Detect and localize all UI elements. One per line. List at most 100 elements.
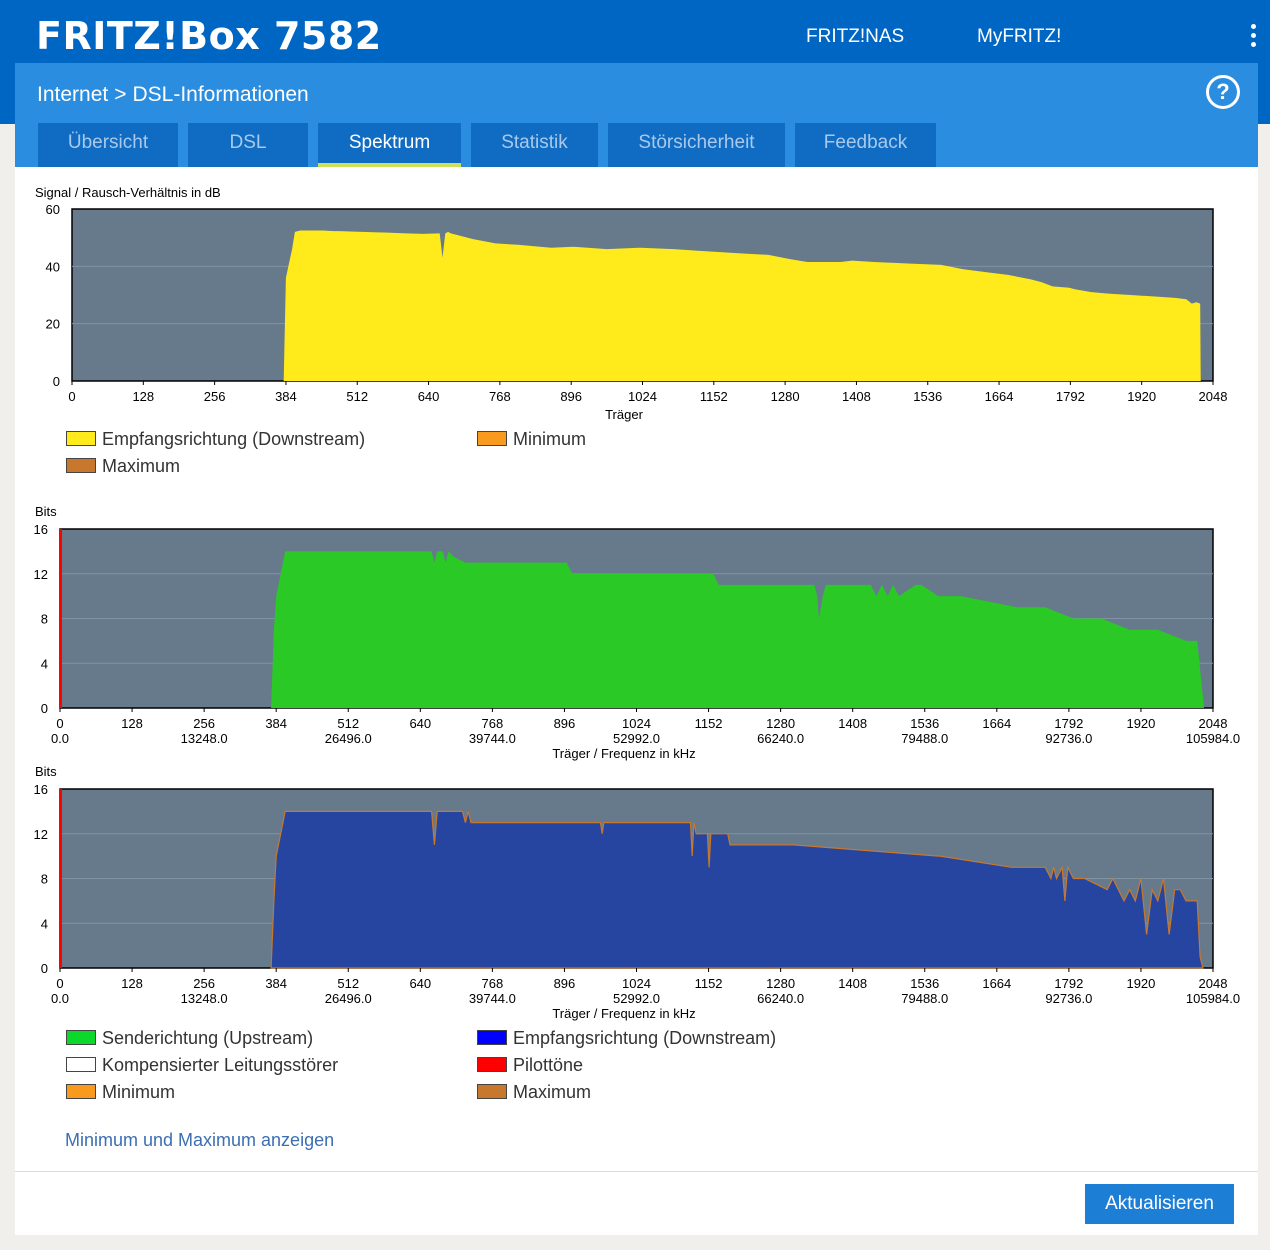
x-tick-label: 1920 xyxy=(1127,389,1156,404)
x-tick-label: 768 xyxy=(482,976,504,991)
freq-tick-label: 26496.0 xyxy=(325,991,372,1006)
x-tick-label: 768 xyxy=(489,389,511,404)
legend-label: Maximum xyxy=(102,456,181,476)
breadcrumb-current: DSL-Informationen xyxy=(132,83,309,106)
y-tick-label: 16 xyxy=(34,522,48,537)
breadcrumb-internet[interactable]: Internet xyxy=(37,83,109,106)
x-tick-label: 384 xyxy=(265,716,287,731)
x-tick-label: 1792 xyxy=(1054,716,1083,731)
more-menu-icon[interactable] xyxy=(1246,24,1260,50)
x-tick-label: 896 xyxy=(560,389,582,404)
x-tick-label: 1024 xyxy=(622,976,651,991)
x-tick-label: 1664 xyxy=(982,976,1011,991)
legend-compensated: Kompensierter Leitungsstörer xyxy=(66,1055,338,1075)
freq-tick-label: 13248.0 xyxy=(181,731,228,746)
y-tick-label: 20 xyxy=(46,317,60,332)
y-tick-label: 12 xyxy=(34,827,48,842)
legend-swatch xyxy=(66,1084,96,1099)
help-icon[interactable]: ? xyxy=(1206,75,1240,109)
y-tick-label: 0 xyxy=(41,701,48,716)
x-tick-label: 768 xyxy=(482,716,504,731)
chart-bits-upstream-xlabel: Träger / Frequenz in kHz xyxy=(552,746,695,761)
x-tick-label: 1664 xyxy=(982,716,1011,731)
x-tick-label: 256 xyxy=(204,389,226,404)
legend-swatch xyxy=(477,431,507,446)
legend-swatch xyxy=(477,1057,507,1072)
footer-divider xyxy=(15,1171,1258,1172)
tab-stoersicherheit[interactable]: Störsicherheit xyxy=(608,123,785,167)
x-tick-label: 896 xyxy=(554,716,576,731)
legend-label: Empfangsrichtung (Downstream) xyxy=(513,1028,777,1048)
freq-tick-label: 92736.0 xyxy=(1045,991,1092,1006)
y-tick-label: 8 xyxy=(41,872,48,887)
legend-label: Pilottöne xyxy=(513,1055,584,1075)
show-min-max-link[interactable]: Minimum und Maximum anzeigen xyxy=(65,1130,335,1150)
tab-dsl[interactable]: DSL xyxy=(188,123,308,167)
chart-snr-ylabel: Signal / Rausch-Verhältnis in dB xyxy=(35,185,221,200)
chart-bits-downstream-pilot-line xyxy=(59,789,62,968)
x-tick-label: 1280 xyxy=(766,976,795,991)
x-tick-label: 384 xyxy=(265,976,287,991)
freq-tick-label: 39744.0 xyxy=(469,991,516,1006)
tab-spektrum[interactable]: Spektrum xyxy=(318,123,461,167)
tab-uebersicht[interactable]: Übersicht xyxy=(38,123,178,167)
x-tick-label: 1280 xyxy=(771,389,800,404)
legend-swatch xyxy=(477,1084,507,1099)
y-tick-label: 4 xyxy=(41,656,48,671)
legend-label: Kompensierter Leitungsstörer xyxy=(102,1055,339,1075)
x-tick-label: 1152 xyxy=(695,716,723,731)
x-tick-label: 2048 xyxy=(1199,716,1228,731)
x-tick-label: 640 xyxy=(409,716,431,731)
x-tick-label: 1408 xyxy=(842,389,871,404)
freq-tick-label: 105984.0 xyxy=(1186,991,1240,1006)
legend-label: Empfangsrichtung (Downstream) xyxy=(102,429,366,449)
x-tick-label: 128 xyxy=(121,716,143,731)
x-tick-label: 2048 xyxy=(1199,389,1228,404)
x-tick-label: 640 xyxy=(409,976,431,991)
breadcrumb: Internet > DSL-Informationen xyxy=(37,83,309,107)
legend-swatch xyxy=(66,1030,96,1045)
freq-tick-label: 79488.0 xyxy=(901,991,948,1006)
y-tick-label: 0 xyxy=(41,961,48,976)
x-tick-label: 1536 xyxy=(910,716,939,731)
x-tick-label: 1024 xyxy=(622,716,651,731)
y-tick-label: 4 xyxy=(41,916,48,931)
legend-swatch xyxy=(66,458,96,473)
freq-tick-label: 0.0 xyxy=(51,731,69,746)
y-tick-label: 60 xyxy=(46,202,60,217)
x-tick-label: 1024 xyxy=(628,389,657,404)
x-tick-label: 512 xyxy=(337,976,359,991)
legend-maximum: Maximum xyxy=(477,1082,591,1102)
chevron-right-icon: > xyxy=(114,83,127,106)
y-tick-label: 40 xyxy=(46,259,60,274)
content-panel: Signal / Rausch-Verhältnis in dB 0 20 40 60… xyxy=(15,167,1258,1235)
legend-label: Senderichtung (Upstream) xyxy=(102,1028,314,1048)
legend-label: Maximum xyxy=(513,1082,592,1102)
brand-title: FRITZ!Box 7582 xyxy=(36,14,382,58)
freq-tick-label: 0.0 xyxy=(51,991,69,1006)
x-tick-label: 0 xyxy=(56,976,63,991)
x-tick-label: 128 xyxy=(132,389,154,404)
x-tick-label: 1792 xyxy=(1056,389,1085,404)
x-tick-label: 1920 xyxy=(1126,716,1155,731)
tab-feedback[interactable]: Feedback xyxy=(795,123,936,167)
x-tick-label: 384 xyxy=(275,389,297,404)
chart-bits-upstream-pilot-line xyxy=(59,529,62,708)
chart-bits-upstream-ylabel: Bits xyxy=(35,504,57,519)
refresh-button[interactable]: Aktualisieren xyxy=(1085,1184,1234,1224)
freq-tick-label: 13248.0 xyxy=(181,991,228,1006)
tab-statistik[interactable]: Statistik xyxy=(471,123,598,167)
legend-label: Minimum xyxy=(102,1082,176,1102)
chart-bits-downstream-area xyxy=(270,810,1204,969)
x-tick-label: 256 xyxy=(193,716,215,731)
legend-swatch xyxy=(477,1030,507,1045)
chart-bits-upstream: Bits 0 4 8 12 16 0 128 256 384 512 640 768 896 1024 11… xyxy=(34,504,1241,761)
chart-snr-xlabel: Träger xyxy=(605,407,643,422)
x-tick-label: 1152 xyxy=(695,976,723,991)
page-header: Internet > DSL-Informationen ? Übersicht D… xyxy=(15,63,1258,167)
freq-tick-label: 66240.0 xyxy=(757,731,804,746)
legend-snr-maximum: Maximum xyxy=(66,456,180,476)
nav-myfritz[interactable]: MyFRITZ! xyxy=(977,26,1062,47)
nav-fritznas[interactable]: FRITZ!NAS xyxy=(806,26,905,47)
y-tick-label: 16 xyxy=(34,782,48,797)
